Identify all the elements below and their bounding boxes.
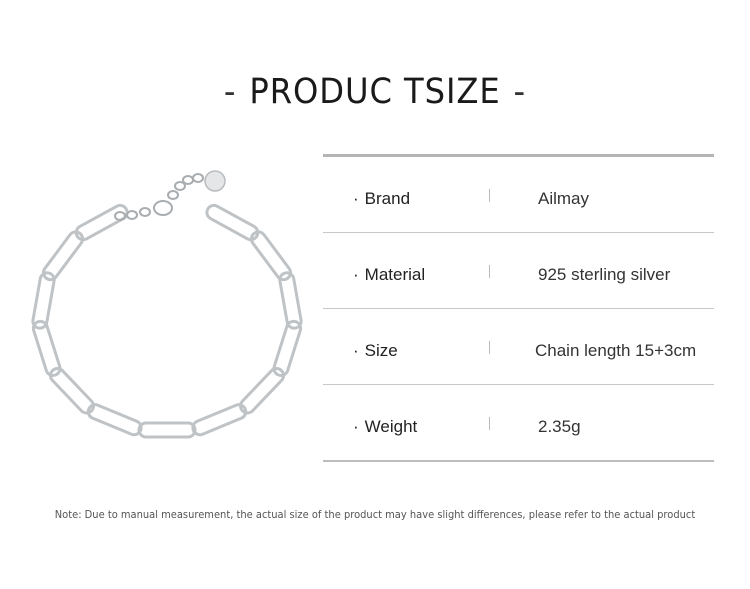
- page-title: - PRODUC TSIZE -: [30, 72, 720, 112]
- chain-link: [272, 319, 303, 377]
- spec-value: Ailmay: [538, 189, 590, 208]
- spec-label-text: Brand: [364, 189, 411, 208]
- spec-value: 925 sterling silver: [538, 265, 671, 284]
- separator: [489, 265, 490, 278]
- chain-link: [278, 271, 303, 330]
- bullet: ·: [353, 265, 359, 284]
- title-dash-left: -: [223, 72, 237, 112]
- divider: [323, 308, 714, 309]
- divider: [323, 460, 714, 462]
- separator: [489, 417, 490, 430]
- chain-link: [205, 203, 260, 242]
- chain-link: [191, 403, 248, 437]
- spec-label-text: Size: [364, 341, 398, 360]
- separator: [489, 189, 490, 202]
- chain-link: [249, 230, 292, 282]
- divider: [323, 232, 714, 233]
- spec-row-material: · Material 925 sterling silver: [323, 233, 714, 308]
- chain-link: [48, 367, 95, 415]
- chain-link: [31, 271, 56, 330]
- spec-value: 2.35g: [538, 417, 581, 436]
- divider: [323, 384, 714, 385]
- divider: [323, 154, 714, 157]
- bullet: ·: [353, 341, 359, 360]
- spec-label: · Material: [353, 265, 425, 285]
- separator: [489, 341, 490, 354]
- bracelet-image: [31, 170, 303, 439]
- spec-row-brand: · Brand Ailmay: [323, 157, 714, 232]
- spec-value: Chain length 15+3cm: [535, 341, 697, 360]
- spec-label-text: Weight: [364, 417, 418, 436]
- measurement-note: Note: Due to manual measurement, the act…: [54, 508, 696, 521]
- spec-row-weight: · Weight 2.35g: [323, 385, 714, 460]
- chain-link: [74, 203, 129, 242]
- bullet: ·: [353, 417, 359, 436]
- spec-label: · Weight: [353, 417, 417, 437]
- spec-label: · Brand: [353, 189, 410, 209]
- title-text: PRODUC TSIZE: [249, 72, 501, 112]
- bullet: ·: [353, 189, 359, 208]
- chain-link: [42, 230, 85, 282]
- spec-label-text: Material: [364, 265, 426, 284]
- title-dash-right: -: [513, 72, 527, 112]
- chain-link: [137, 421, 197, 439]
- spec-label: · Size: [353, 341, 398, 361]
- spec-row-size: · Size Chain length 15+3cm: [323, 309, 714, 384]
- chain-link: [239, 367, 286, 415]
- spec-table: · Brand Ailmay · Material 925 sterling sil…: [323, 154, 714, 462]
- chain-link: [86, 403, 143, 437]
- chain-link: [31, 319, 62, 377]
